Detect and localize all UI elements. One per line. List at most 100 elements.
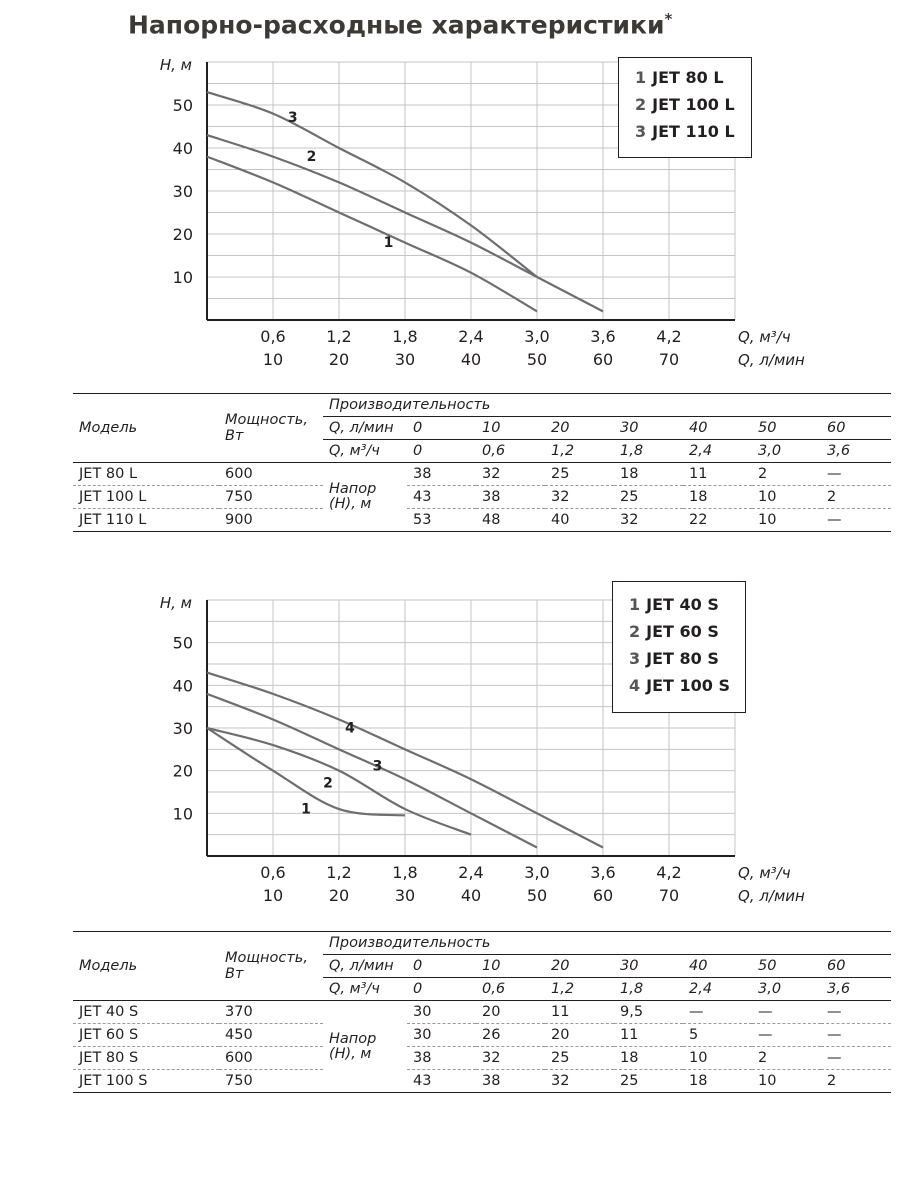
y-axis-label: Н, м (160, 594, 192, 612)
power-cell: 600 (219, 1046, 323, 1070)
legend-item: 1 JET 80 L (635, 68, 724, 87)
value-cell: 25 (614, 1069, 683, 1093)
x-tick-label-m3h: 2,4 (458, 863, 483, 882)
value-cell: 18 (614, 1046, 683, 1070)
value-cell: 11 (614, 1023, 683, 1047)
q-lmin-cell: 50 (752, 416, 821, 440)
value-cell: 18 (683, 1069, 752, 1093)
model-cell: JET 100 L (73, 485, 219, 509)
y-tick-label: 10 (173, 804, 193, 823)
x-tick-label-lmin: 70 (659, 886, 679, 905)
q-m3h-cell: 0,6 (476, 439, 545, 463)
chart-l-series: Н, м 10 20 30 40 50 0,6 1,2 1,8 2,4 3,0 3,6 4,2 10 20 3… (160, 56, 805, 369)
q-m3h-cell: 3,6 (821, 439, 892, 463)
value-cell: 10 (683, 1046, 752, 1070)
power-cell: 750 (219, 485, 323, 509)
x-tick-label-m3h: 3,0 (524, 327, 549, 346)
value-cell: 43 (407, 1069, 476, 1093)
series-line (206, 671, 604, 849)
page-title: Напорно-расходные характеристики* (128, 10, 673, 40)
table-row: JET 110 L 900 53 48 40 32 22 10 — (73, 508, 892, 532)
table-row: JET 80 S 600 38 32 25 18 10 2 — (73, 1046, 892, 1070)
series-number-label: 1 (384, 235, 394, 251)
model-header: Модель (79, 958, 138, 974)
table-row: JET 60 S 450 30 26 20 11 5 — — (73, 1023, 892, 1047)
series-line (206, 91, 538, 278)
value-cell: — (752, 1000, 821, 1024)
q-lmin-cell: 10 (476, 416, 545, 440)
q-lmin-cell: 10 (476, 954, 545, 978)
q-lmin-cell: 30 (614, 954, 683, 978)
y-tick-label: 40 (173, 139, 193, 158)
x-tick-label-lmin: 10 (263, 350, 283, 369)
q-m3h-cell: 1,8 (614, 977, 683, 1001)
model-cell: JET 40 S (73, 1000, 219, 1024)
table-row: JET 100 L 750 43 38 32 25 18 10 2 (73, 485, 892, 509)
x-axis-label-lmin: Q, л/мин (738, 351, 805, 369)
legend-item: 3 JET 110 L (635, 122, 735, 141)
x-tick-label-lmin: 40 (461, 350, 481, 369)
value-cell: 40 (545, 508, 614, 532)
q-m3h-cell: 1,2 (545, 439, 614, 463)
q-m3h-cell: 3,6 (821, 977, 892, 1001)
legend-item: 1 JET 40 S (629, 595, 719, 614)
x-tick-label-m3h: 1,2 (326, 863, 351, 882)
power-cell: 450 (219, 1023, 323, 1047)
series-number-label: 3 (288, 110, 298, 126)
value-cell: 10 (752, 1069, 821, 1093)
x-tick-label-m3h: 4,2 (656, 863, 681, 882)
q-m3h-cell: 3,0 (752, 439, 821, 463)
x-tick-label-m3h: 3,0 (524, 863, 549, 882)
specs-table-l: Модель Мощность, Вт Производительность Q… (73, 393, 892, 532)
x-tick-label-m3h: 3,6 (590, 327, 615, 346)
x-tick-label-lmin: 20 (329, 350, 349, 369)
value-cell: 11 (545, 1000, 614, 1024)
y-tick-label: 20 (173, 225, 193, 244)
x-tick-label-lmin: 70 (659, 350, 679, 369)
power-cell: 750 (219, 1069, 323, 1093)
q-lmin-cell: 20 (545, 954, 614, 978)
series-line (206, 726, 472, 836)
table-row: JET 80 L 600 Напор (Н), м 38 32 25 18 11… (73, 462, 892, 532)
x-tick-label-lmin: 10 (263, 886, 283, 905)
value-cell: 25 (545, 462, 614, 486)
series-line (206, 155, 538, 313)
power-header: Мощность, Вт (225, 412, 308, 444)
series-number-label: 1 (301, 801, 311, 817)
legend-item: 2 JET 60 S (629, 622, 719, 641)
model-cell: JET 110 L (73, 508, 219, 532)
q-m3h-cell: 3,0 (752, 977, 821, 1001)
power-header: Мощность, Вт (225, 950, 308, 982)
x-tick-label-lmin: 30 (395, 886, 415, 905)
value-cell: — (821, 508, 892, 532)
q-lmin-cell: 0 (407, 416, 476, 440)
value-cell: 38 (407, 462, 476, 486)
value-cell: — (821, 1046, 892, 1070)
q-m3h-label: Q, м³/ч (323, 439, 407, 463)
y-tick-label: 40 (173, 676, 193, 695)
series-number-label: 4 (345, 720, 355, 736)
q-lmin-label: Q, л/мин (323, 954, 407, 978)
value-cell: 10 (752, 485, 821, 509)
x-tick-label-m3h: 2,4 (458, 327, 483, 346)
value-cell: 20 (545, 1023, 614, 1047)
model-cell: JET 80 L (73, 462, 219, 486)
q-m3h-cell: 0,6 (476, 977, 545, 1001)
q-m3h-cell: 2,4 (683, 439, 752, 463)
value-cell: 5 (683, 1023, 752, 1047)
power-cell: 370 (219, 1000, 323, 1024)
series-line (206, 727, 406, 817)
x-tick-label-lmin: 60 (593, 350, 613, 369)
value-cell: 25 (545, 1046, 614, 1070)
x-tick-label-lmin: 20 (329, 886, 349, 905)
x-tick-label-m3h: 1,2 (326, 327, 351, 346)
y-tick-label: 30 (173, 182, 193, 201)
table-row: JET 40 S 370 Напор (Н), м 30 20 11 9,5 —… (73, 1000, 892, 1093)
value-cell: — (683, 1000, 752, 1024)
value-cell: 2 (821, 1069, 892, 1093)
performance-header: Производительность (329, 397, 491, 413)
x-tick-label-lmin: 60 (593, 886, 613, 905)
value-cell: 26 (476, 1023, 545, 1047)
q-m3h-cell: 1,8 (614, 439, 683, 463)
value-cell: 18 (683, 485, 752, 509)
